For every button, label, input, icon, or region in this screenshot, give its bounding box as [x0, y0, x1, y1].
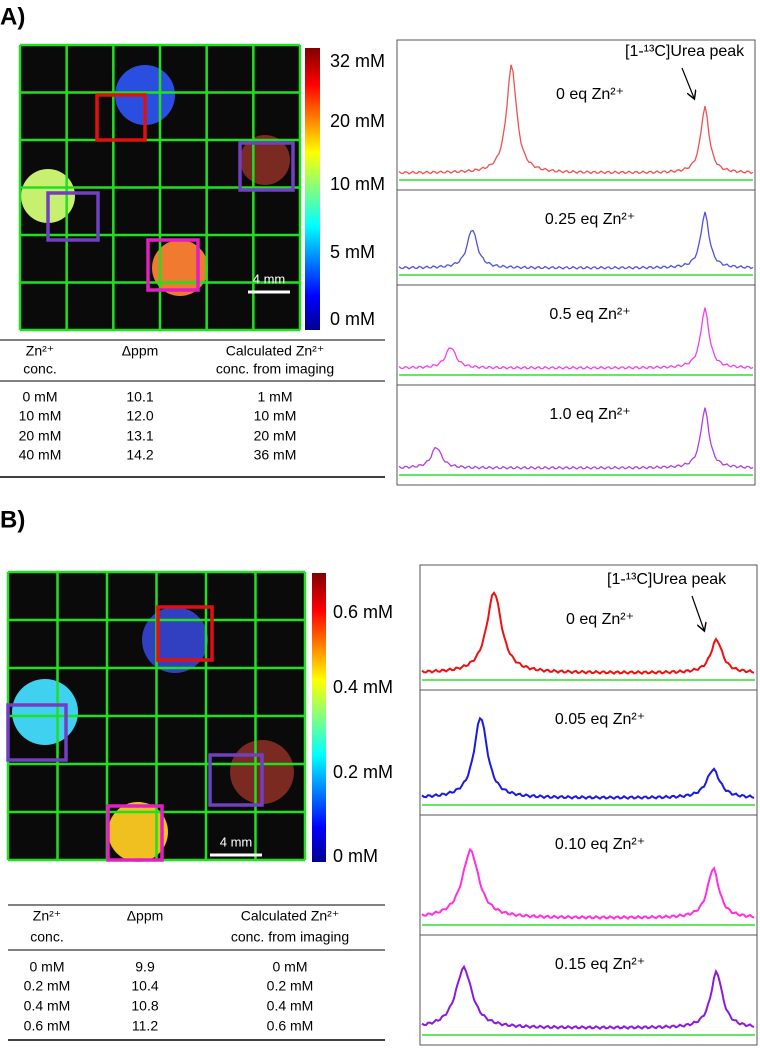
- colorbar-label: 0 mM: [330, 309, 375, 329]
- colorbar-label: 32 mM: [330, 51, 385, 71]
- table-cell: 0.6 mM: [24, 1018, 71, 1034]
- spectrum-frame: [396, 384, 756, 486]
- spectrum-trace: [421, 716, 755, 800]
- spectrum-frame: [419, 934, 758, 1046]
- roi-box: [238, 141, 295, 192]
- roi-box: [146, 238, 200, 292]
- table-cell: 13.1: [126, 428, 153, 444]
- spectrum-frame: [419, 814, 758, 936]
- phantom: [12, 679, 78, 745]
- table-cell: 0.6 mM: [267, 1018, 314, 1034]
- table-header: conc.: [23, 361, 56, 377]
- phantom: [108, 802, 168, 862]
- spectrum-frame: [396, 284, 756, 386]
- spectrum-trace: [421, 964, 755, 1030]
- table-cell: 0 mM: [30, 959, 65, 975]
- table-cell: 10 mM: [19, 408, 62, 424]
- table-cell: 0 mM: [273, 959, 308, 975]
- table-cell: 20 mM: [254, 428, 297, 444]
- colorbar-label: 20 mM: [330, 111, 385, 131]
- spectrum-trace: [398, 307, 754, 370]
- peak-annotation: [1-¹³C]Urea peak: [625, 43, 745, 60]
- spectrum-trace: [398, 211, 754, 270]
- table-cell: 40 mM: [19, 447, 62, 463]
- colorbar: [312, 573, 326, 862]
- table-header: Δppm: [122, 343, 159, 359]
- table-cell: 14.2: [126, 447, 153, 463]
- table-cell: 1 mM: [258, 389, 293, 405]
- spectrum-trace: [398, 407, 754, 470]
- table-cell: 36 mM: [254, 447, 297, 463]
- table-cell: 0.4 mM: [267, 998, 314, 1014]
- table-header: conc. from imaging: [216, 361, 334, 377]
- colorbar-label: 0 mM: [333, 846, 378, 866]
- table-cell: 10 mM: [254, 408, 297, 424]
- peak-annotation: [1-¹³C]Urea peak: [607, 571, 727, 588]
- annotation-arrow: [681, 67, 694, 98]
- roi-box: [46, 191, 100, 242]
- scale-bar-label: 4 mm: [253, 271, 286, 286]
- table-cell: 0.2 mM: [267, 978, 314, 994]
- table-header: Zn²⁺: [33, 908, 61, 924]
- roi-box: [156, 605, 214, 662]
- table-cell: 9.9: [135, 959, 155, 975]
- roi-box: [95, 93, 147, 142]
- colorbar-label: 10 mM: [330, 174, 385, 194]
- table-cell: 0.2 mM: [24, 978, 71, 994]
- spectrum-label: 0.10 eq Zn²⁺: [555, 836, 645, 853]
- colorbar-label: 5 mM: [330, 242, 375, 262]
- spectrum-label: 0.05 eq Zn²⁺: [555, 711, 645, 728]
- colorbar-label: 0.6 mM: [333, 602, 393, 622]
- table-cell: 0 mM: [23, 389, 58, 405]
- annotation-arrow: [691, 595, 704, 630]
- spectrum-frame: [396, 189, 756, 286]
- spectrum-frame: [396, 39, 756, 191]
- table-header: Calculated Zn²⁺: [241, 908, 339, 924]
- roi-box: [208, 753, 264, 807]
- roi-box: [106, 804, 164, 862]
- table-header: Calculated Zn²⁺: [226, 343, 324, 359]
- table-header: conc. from imaging: [231, 929, 349, 945]
- table-cell: 10.8: [131, 998, 158, 1014]
- panel-label: B): [0, 506, 25, 533]
- spectrum-label: 0.5 eq Zn²⁺: [549, 306, 630, 323]
- table-cell: 10.4: [131, 978, 158, 994]
- scale-bar-label: 4 mm: [220, 834, 253, 849]
- spectrum-frame: [419, 689, 758, 816]
- table-cell: 0.4 mM: [24, 998, 71, 1014]
- spectrum-trace: [421, 591, 755, 675]
- roi-box: [6, 703, 68, 762]
- colorbar-label: 0.4 mM: [333, 677, 393, 697]
- colorbar-label: 0.2 mM: [333, 762, 393, 782]
- spectrum-label: 0.15 eq Zn²⁺: [555, 956, 645, 973]
- phantom: [142, 607, 208, 673]
- table-header: Δppm: [127, 908, 164, 924]
- spectrum-trace: [421, 847, 755, 920]
- spectrum-label: 0 eq Zn²⁺: [556, 86, 624, 103]
- table-header: Zn²⁺: [26, 343, 54, 359]
- spectrum-trace: [398, 64, 754, 175]
- panel-label: A): [0, 3, 25, 30]
- spectrum-label: 0 eq Zn²⁺: [566, 611, 634, 628]
- table-cell: 12.0: [126, 408, 153, 424]
- spectrum-label: 0.25 eq Zn²⁺: [545, 211, 635, 228]
- table-header: conc.: [30, 929, 63, 945]
- table-cell: 10.1: [126, 389, 153, 405]
- colorbar: [305, 48, 320, 330]
- table-cell: 11.2: [132, 1018, 158, 1034]
- table-cell: 20 mM: [19, 428, 62, 444]
- spectrum-label: 1.0 eq Zn²⁺: [549, 406, 630, 423]
